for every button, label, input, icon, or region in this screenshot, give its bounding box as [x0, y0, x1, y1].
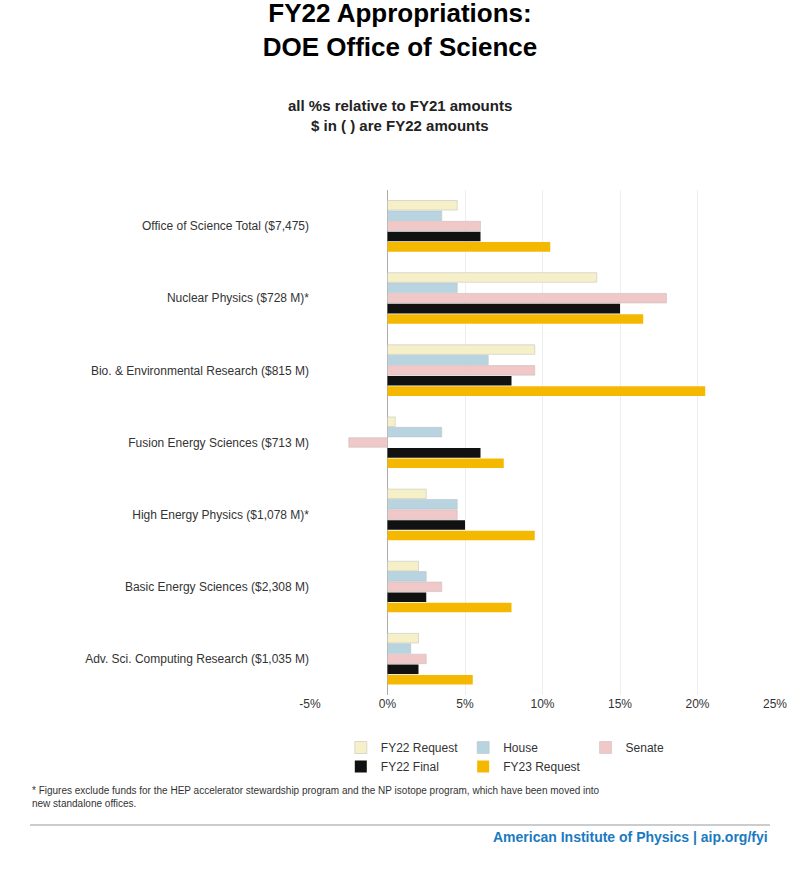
- svg-text:-5%: -5%: [299, 697, 321, 711]
- svg-text:FY22 Request: FY22 Request: [381, 741, 458, 755]
- svg-text:15%: 15%: [608, 697, 632, 711]
- svg-text:Fusion Energy Sciences ($713 M: Fusion Energy Sciences ($713 M): [128, 436, 309, 450]
- svg-text:FY23 Request: FY23 Request: [503, 760, 580, 774]
- svg-text:Senate: Senate: [626, 741, 664, 755]
- svg-text:FY22 Appropriations:DOE Office: FY22 Appropriations:DOE Office of Scienc…: [263, 0, 538, 62]
- svg-text:Office of Science Total ($7,47: Office of Science Total ($7,475): [142, 219, 309, 233]
- svg-text:25%: 25%: [763, 697, 787, 711]
- svg-text:Basic Energy Sciences ($2,308: Basic Energy Sciences ($2,308 M): [125, 580, 309, 594]
- svg-text:5%: 5%: [456, 697, 474, 711]
- svg-text:20%: 20%: [685, 697, 709, 711]
- svg-text:10%: 10%: [530, 697, 554, 711]
- svg-text:House: House: [503, 741, 538, 755]
- svg-text:FY22 Final: FY22 Final: [381, 760, 439, 774]
- svg-text:High Energy Physics ($1,078 M): High Energy Physics ($1,078 M)*: [132, 508, 309, 522]
- svg-text:$ in ( ) are FY22 amounts: $ in ( ) are FY22 amounts: [311, 117, 489, 134]
- svg-text:* Figures exclude funds for th: * Figures exclude funds for the HEP acce…: [32, 785, 600, 809]
- svg-text:Bio. & Environmental Research: Bio. & Environmental Research ($815 M): [91, 364, 309, 378]
- svg-text:American Institute of Physics: American Institute of Physics | aip.org/…: [493, 829, 768, 845]
- svg-text:Adv. Sci. Computing Research (: Adv. Sci. Computing Research ($1,035 M): [85, 652, 309, 666]
- svg-text:0%: 0%: [379, 697, 397, 711]
- svg-text:all %s relative to FY21 amount: all %s relative to FY21 amounts: [288, 97, 512, 114]
- svg-text:Nuclear Physics ($728 M)*: Nuclear Physics ($728 M)*: [167, 291, 309, 305]
